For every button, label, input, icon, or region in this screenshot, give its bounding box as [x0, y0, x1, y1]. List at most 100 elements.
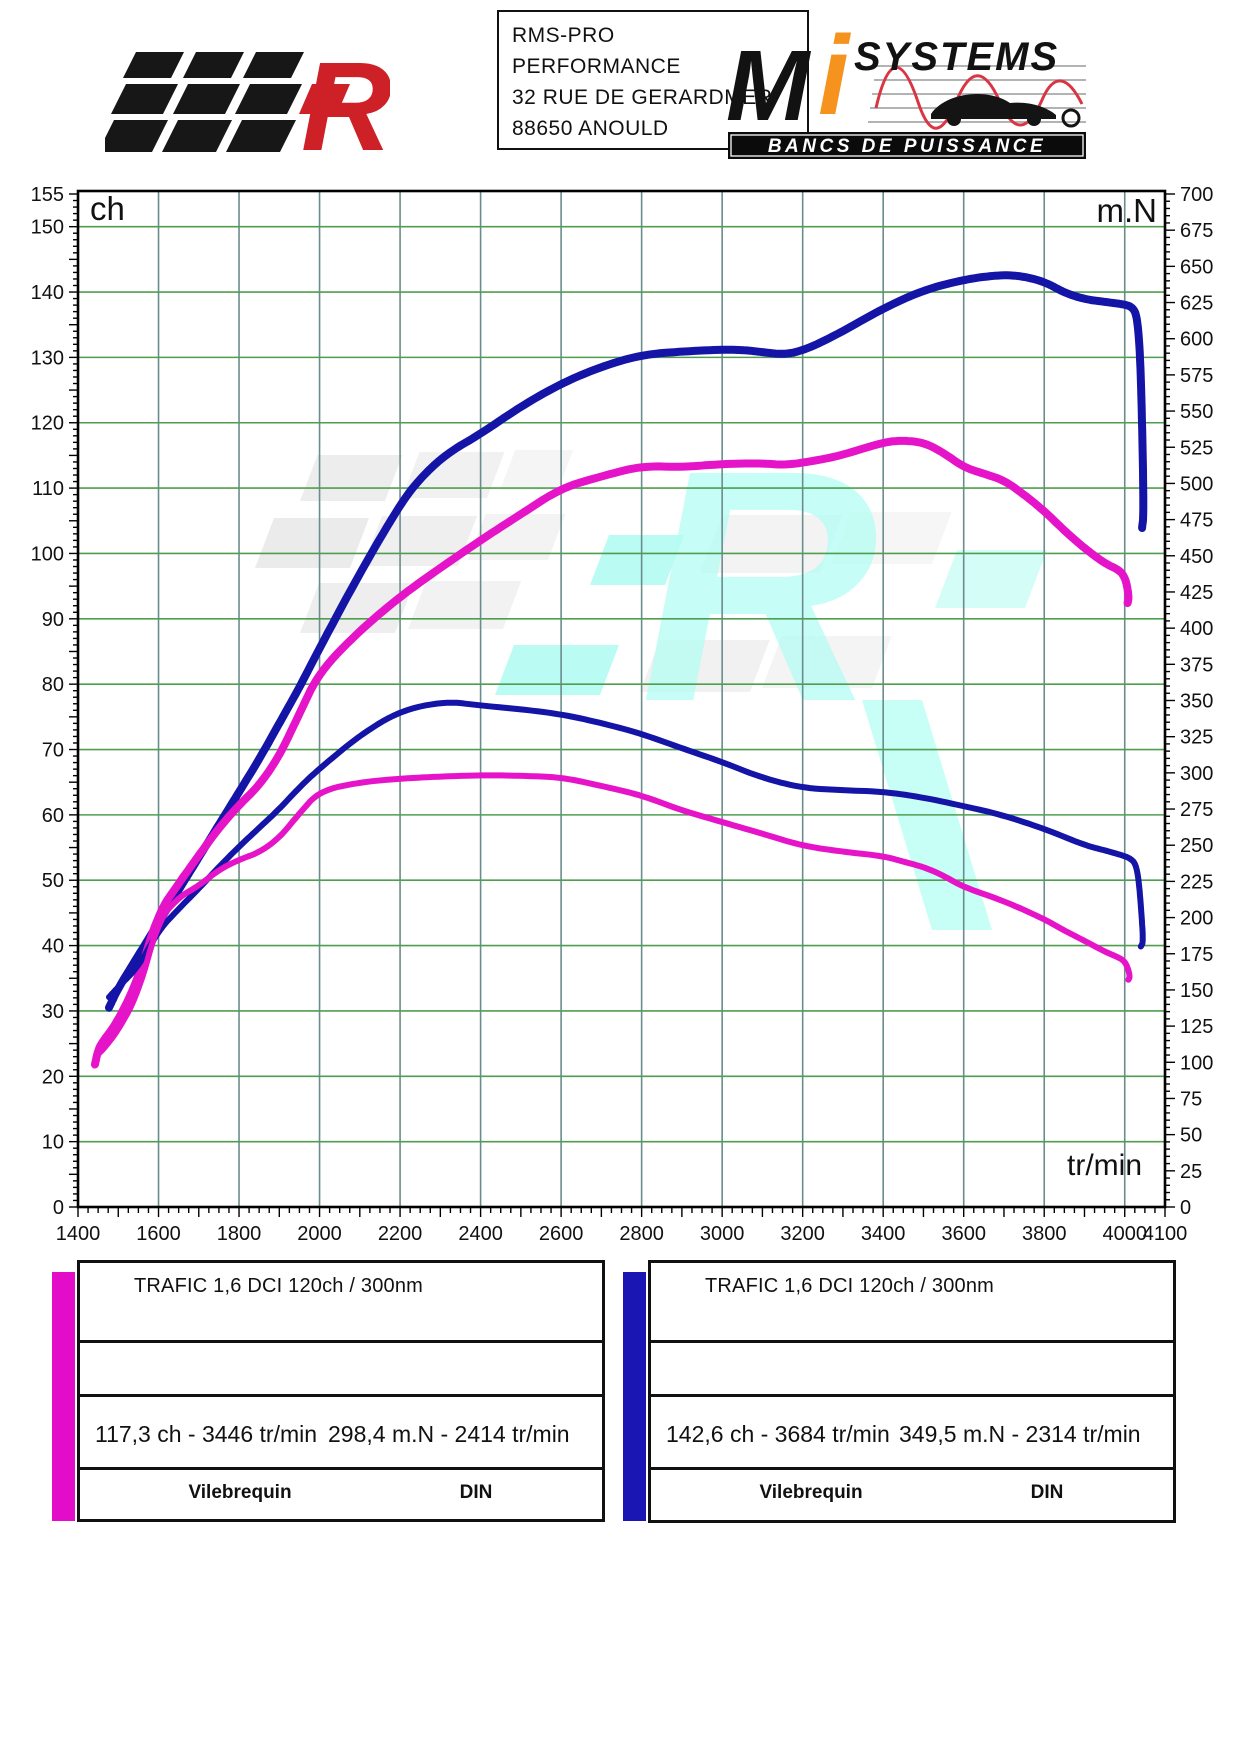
- svg-text:125: 125: [1180, 1016, 1213, 1038]
- svg-text:275: 275: [1180, 799, 1213, 821]
- sine-wave-decor: [874, 66, 1084, 130]
- svg-text:550: 550: [1180, 401, 1213, 423]
- svg-text:70: 70: [42, 740, 64, 762]
- svg-text:3400: 3400: [861, 1223, 906, 1245]
- svg-text:100: 100: [1180, 1052, 1213, 1074]
- peak-power-value: 142,6 ch - 3684 tr/min: [666, 1421, 890, 1447]
- power-run-blue-curve: [105, 271, 1148, 1012]
- svg-text:m.N: m.N: [1097, 192, 1158, 229]
- empty-row: [80, 1343, 602, 1397]
- svg-text:3200: 3200: [780, 1223, 825, 1245]
- svg-text:ch: ch: [90, 190, 125, 227]
- moto-wheel-icon: [1061, 108, 1081, 128]
- svg-text:50: 50: [42, 870, 64, 892]
- svg-text:75: 75: [1180, 1088, 1202, 1110]
- result-box-blue: TRAFIC 1,6 DCI 120ch / 300nm 142,6 ch - …: [648, 1260, 1176, 1523]
- svg-text:140: 140: [31, 282, 64, 304]
- torque-run-magenta-curve: [91, 772, 1133, 1067]
- vehicle-title: TRAFIC 1,6 DCI 120ch / 300nm: [705, 1275, 995, 1297]
- banner-text: BANCS DE PUISSANCE: [768, 136, 1046, 157]
- svg-text:10: 10: [42, 1132, 64, 1154]
- peak-torque-value: 298,4 m.N - 2414 tr/min: [328, 1421, 570, 1447]
- svg-text:100: 100: [31, 543, 64, 565]
- svg-text:3600: 3600: [941, 1223, 986, 1245]
- svg-text:350: 350: [1180, 691, 1213, 713]
- logo-letter-i: i: [818, 13, 852, 138]
- svg-text:3800: 3800: [1022, 1223, 1067, 1245]
- svg-text:500: 500: [1180, 473, 1213, 495]
- svg-text:50: 50: [1180, 1125, 1202, 1147]
- svg-text:4000: 4000: [1102, 1223, 1147, 1245]
- mi-systems-logo: M i SYSTEMS BANCS DE PUISSANCE: [726, 13, 1086, 159]
- svg-text:4100: 4100: [1143, 1223, 1188, 1245]
- svg-text:225: 225: [1180, 871, 1213, 893]
- svg-text:2000: 2000: [297, 1223, 342, 1245]
- logo-letter-m: M: [726, 30, 812, 142]
- run-color-swatch-blue: [623, 1272, 646, 1521]
- svg-text:325: 325: [1180, 727, 1213, 749]
- svg-text:150: 150: [31, 217, 64, 239]
- svg-text:400: 400: [1180, 618, 1213, 640]
- run-color-swatch-magenta: [52, 1272, 75, 1521]
- svg-text:175: 175: [1180, 944, 1213, 966]
- svg-text:700: 700: [1180, 184, 1213, 206]
- svg-text:1600: 1600: [136, 1223, 181, 1245]
- peak-torque-value: 349,5 m.N - 2314 tr/min: [899, 1421, 1141, 1447]
- banner-bar: [728, 132, 1086, 159]
- svg-text:375: 375: [1180, 654, 1213, 676]
- svg-text:25: 25: [1180, 1161, 1202, 1183]
- logo-letter-r: R: [301, 36, 390, 164]
- svg-text:0: 0: [1180, 1197, 1191, 1219]
- svg-text:525: 525: [1180, 437, 1213, 459]
- measure-point-label: Vilebrequin: [759, 1482, 863, 1503]
- svg-text:600: 600: [1180, 329, 1213, 351]
- svg-text:150: 150: [1180, 980, 1213, 1002]
- svg-text:1400: 1400: [56, 1223, 101, 1245]
- shop-line: 32 RUE DE GERARDMER: [512, 86, 773, 109]
- svg-text:2600: 2600: [539, 1223, 584, 1245]
- svg-text:30: 30: [42, 1001, 64, 1023]
- svg-text:675: 675: [1180, 220, 1213, 242]
- svg-text:60: 60: [42, 805, 64, 827]
- power-run-magenta-curve: [90, 436, 1133, 1069]
- svg-text:450: 450: [1180, 546, 1213, 568]
- svg-text:130: 130: [31, 347, 64, 369]
- empty-row: [651, 1343, 1173, 1397]
- svg-text:200: 200: [1180, 908, 1213, 930]
- peak-power-value: 117,3 ch - 3446 tr/min: [95, 1421, 318, 1447]
- shop-line: RMS-PRO: [512, 24, 615, 47]
- rms-pro-flag-logo: R: [105, 36, 390, 164]
- svg-text:650: 650: [1180, 256, 1213, 278]
- svg-text:80: 80: [42, 674, 64, 696]
- svg-text:155: 155: [31, 184, 64, 206]
- svg-text:tr/min: tr/min: [1067, 1149, 1142, 1182]
- norm-label: DIN: [459, 1482, 493, 1503]
- svg-text:20: 20: [42, 1066, 64, 1088]
- vehicle-title: TRAFIC 1,6 DCI 120ch / 300nm: [134, 1275, 424, 1297]
- svg-text:3000: 3000: [700, 1223, 745, 1245]
- measure-point-label: Vilebrequin: [188, 1482, 292, 1503]
- svg-text:0: 0: [53, 1197, 64, 1219]
- svg-text:2200: 2200: [378, 1223, 423, 1245]
- logo-systems-text: SYSTEMS: [854, 35, 1059, 79]
- svg-text:90: 90: [42, 609, 64, 631]
- car-silhouette-icon: [931, 94, 1056, 119]
- svg-text:110: 110: [32, 478, 64, 500]
- svg-text:425: 425: [1180, 582, 1213, 604]
- result-box-magenta: TRAFIC 1,6 DCI 120ch / 300nm 117,3 ch - …: [77, 1260, 605, 1522]
- svg-text:625: 625: [1180, 293, 1213, 315]
- shop-line: PERFORMANCE: [512, 55, 681, 78]
- svg-text:575: 575: [1180, 365, 1213, 387]
- svg-text:300: 300: [1180, 763, 1213, 785]
- svg-text:2400: 2400: [458, 1223, 503, 1245]
- svg-text:250: 250: [1180, 835, 1213, 857]
- shop-line: 88650 ANOULD: [512, 117, 669, 140]
- torque-run-blue-curve: [106, 699, 1146, 1001]
- svg-text:1800: 1800: [217, 1223, 262, 1245]
- norm-label: DIN: [1030, 1482, 1064, 1503]
- svg-text:2800: 2800: [619, 1223, 664, 1245]
- svg-text:40: 40: [42, 936, 64, 958]
- shop-address-box: RMS-PRO PERFORMANCE 32 RUE DE GERARDMER …: [497, 10, 809, 150]
